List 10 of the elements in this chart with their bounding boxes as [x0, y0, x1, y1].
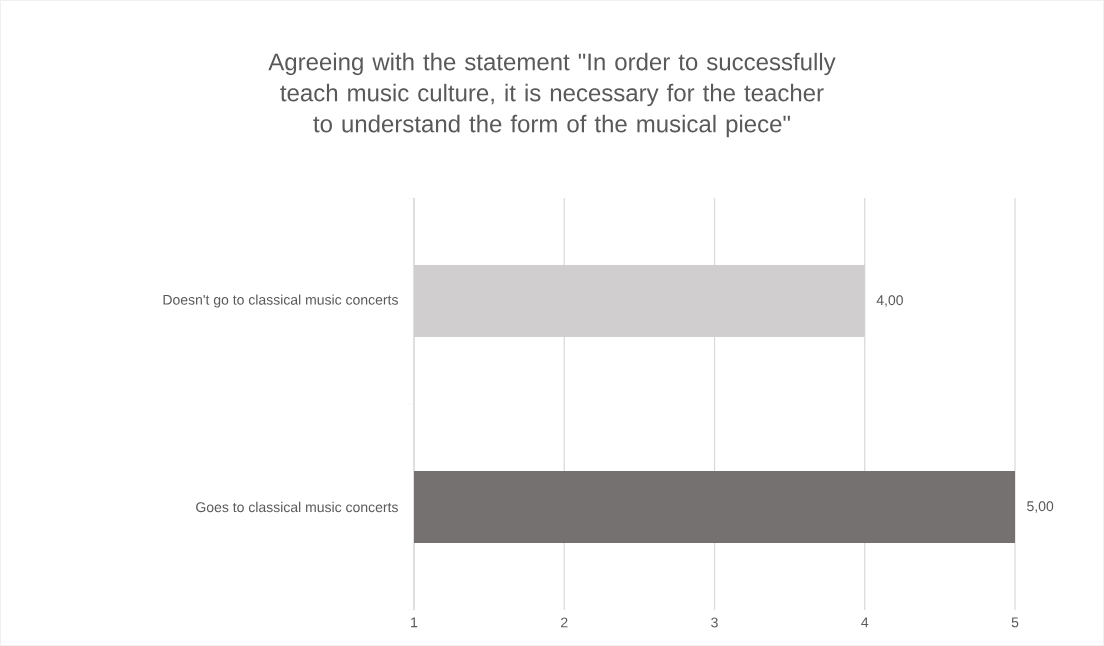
chart-title: Agreeing with the statement "In order to successfully teach music culture, it is necessary for the teacher to understand the form of the musical piece": [268, 52, 836, 138]
data-label: 4,00: [876, 295, 903, 307]
x-tick-label: 1: [411, 617, 418, 628]
x-tick-label: 2: [561, 617, 568, 628]
y-tick-label: Goes to classical music concerts: [196, 501, 398, 513]
x-tick-label: 5: [1011, 617, 1019, 628]
x-tick-label: 3: [711, 617, 718, 628]
x-tick-label: 4: [861, 617, 869, 628]
y-tick-label: Doesn't go to classical music concerts: [163, 294, 398, 308]
data-label: 5,00: [1027, 501, 1054, 513]
